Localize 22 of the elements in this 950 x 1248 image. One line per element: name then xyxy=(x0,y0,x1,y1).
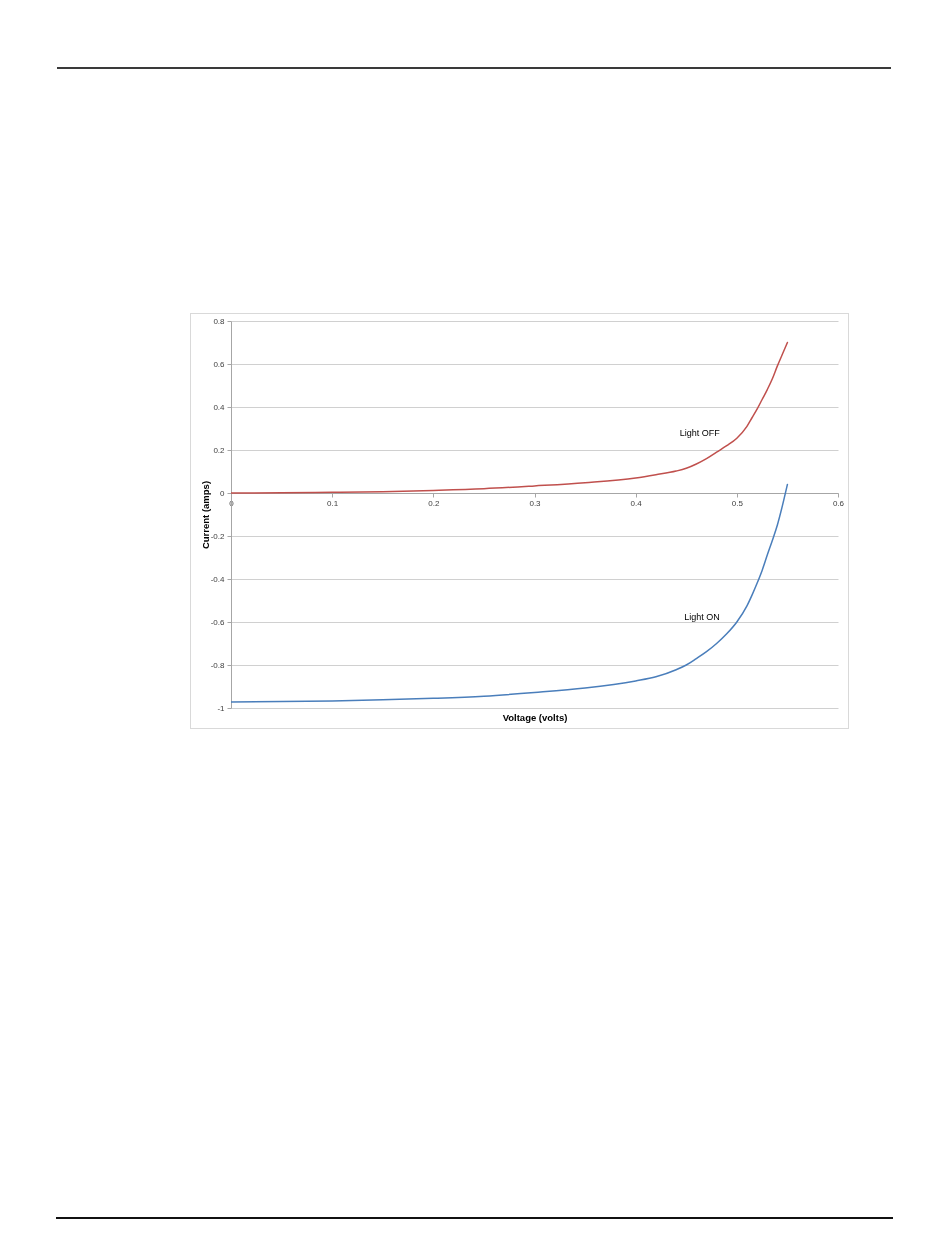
x-tick-label: 0.5 xyxy=(731,498,744,508)
y-axis-title: Current (amps) xyxy=(199,480,211,550)
y-tick-label: -0.6 xyxy=(210,617,226,627)
line-series xyxy=(231,483,789,703)
y-tick-label: 0 xyxy=(220,488,226,498)
y-tick-label: -1 xyxy=(217,703,226,713)
x-tick-label: 0.2 xyxy=(428,498,440,508)
x-tick-label: 0.4 xyxy=(630,498,643,508)
series-label: Light ON xyxy=(684,612,720,622)
y-tick-label: -0.4 xyxy=(210,574,226,584)
y-tick-label: -0.2 xyxy=(210,531,226,541)
x-tick-label: 0.1 xyxy=(327,498,339,508)
y-tick-label: 0.6 xyxy=(213,359,226,369)
x-tick-label: 0.6 xyxy=(832,498,845,508)
line-series xyxy=(231,341,789,494)
x-tick-label: 0.3 xyxy=(529,498,542,508)
series-label: Light OFF xyxy=(679,428,721,439)
x-axis-title: Voltage (volts) xyxy=(502,711,568,723)
y-tick-label: 0.2 xyxy=(213,445,226,455)
y-tick-label: -0.8 xyxy=(210,660,226,670)
y-tick-label: 0.8 xyxy=(213,316,226,326)
y-tick-label: 0.4 xyxy=(213,402,226,412)
